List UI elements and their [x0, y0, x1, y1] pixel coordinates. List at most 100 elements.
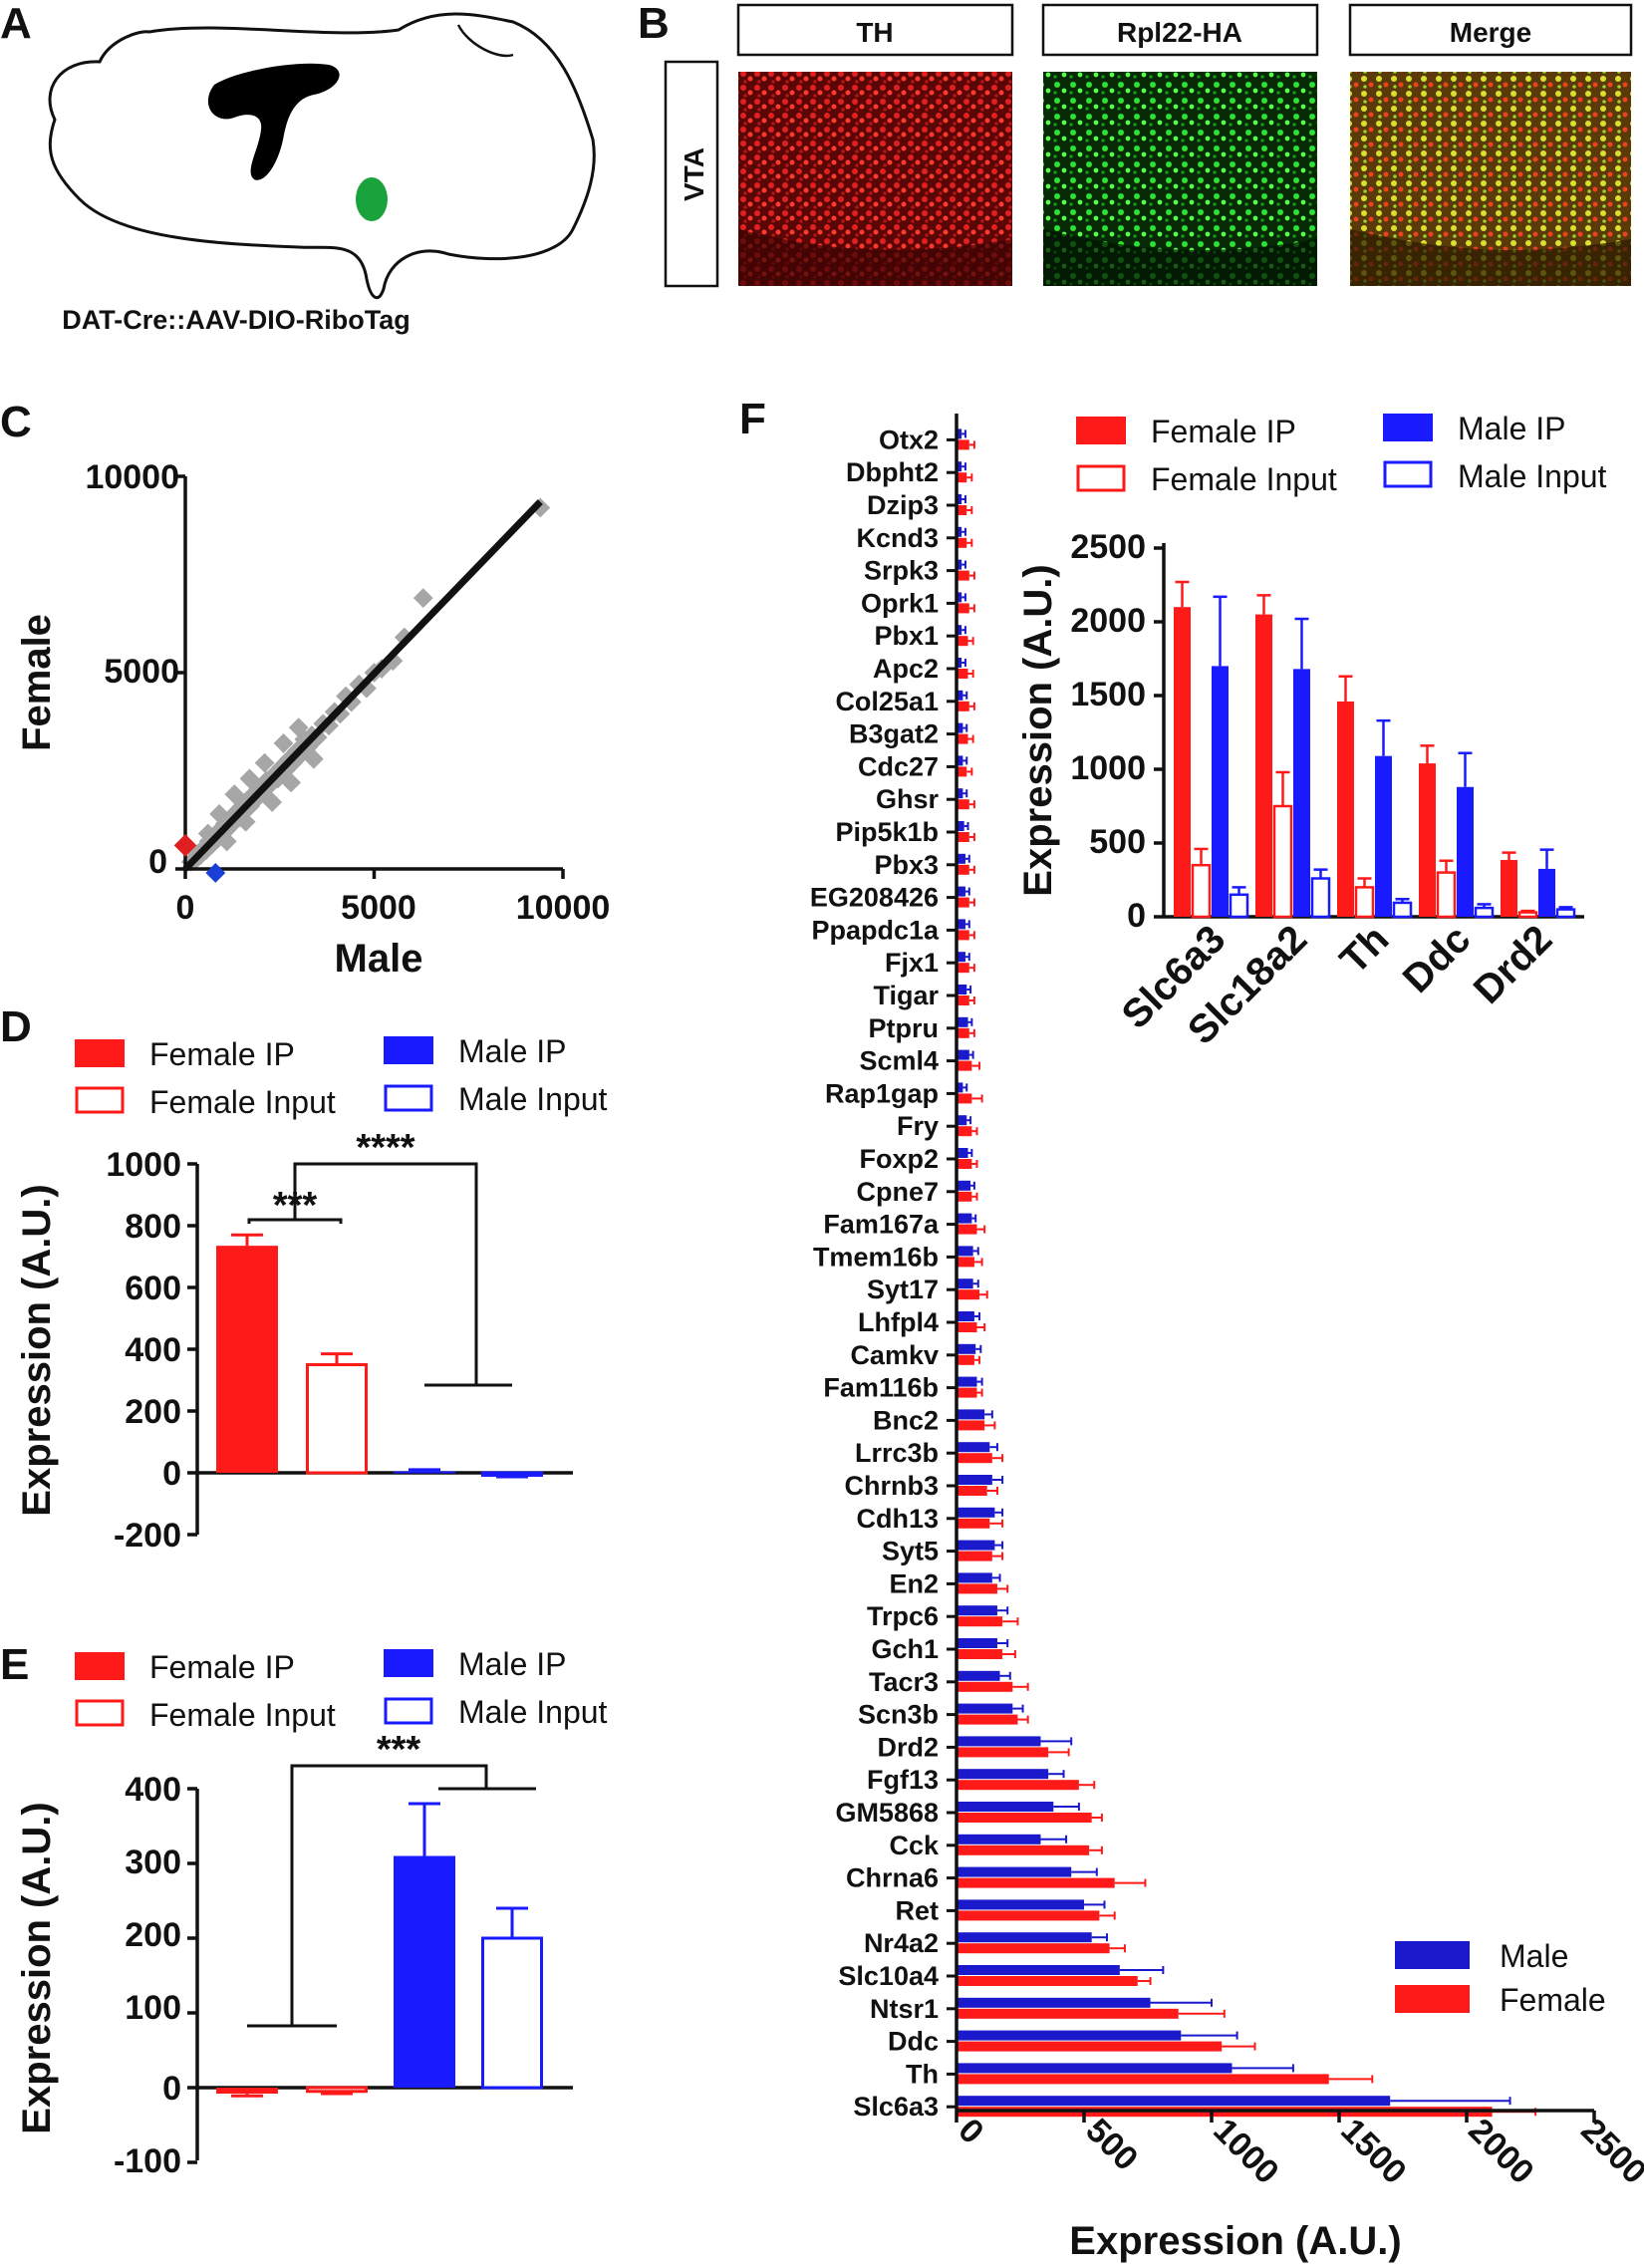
- micrograph-rpl22-shadow: [1043, 229, 1317, 286]
- bar-female-syt5: [957, 1551, 992, 1561]
- scatter-point-58: [254, 752, 275, 773]
- bar-male-scn3b: [957, 1703, 1013, 1714]
- bar-male-gm5868: [957, 1802, 1054, 1812]
- bar-male-tigar: [957, 985, 967, 994]
- gene-label-fam167a: Fam167a: [823, 1210, 940, 1240]
- bar-female-gm5868: [957, 1813, 1092, 1823]
- bar-female-dbpht2: [957, 472, 967, 483]
- e-ytick-0: 0: [162, 2070, 181, 2108]
- gene-label-fry: Fry: [897, 1111, 939, 1141]
- inset-cat-drd2: Drd2: [1466, 917, 1561, 1012]
- e-ytick-neg100: -100: [114, 2142, 181, 2180]
- bar-male-dzip3: [957, 494, 962, 504]
- gene-label-lrrc3b: Lrrc3b: [855, 1438, 939, 1468]
- bar-male-tmem16b: [957, 1246, 973, 1257]
- bar-male-oprk1: [957, 592, 962, 603]
- row-label-vta: VTA: [679, 147, 709, 201]
- c-ylabel: Female: [15, 614, 59, 751]
- bar-male-col25a1: [957, 690, 963, 701]
- e-legend: Female IP Female Input Male IP Male Inpu…: [75, 1646, 608, 1733]
- bar-male-cck: [957, 1834, 1041, 1844]
- d-ytick-neg200: -200: [114, 1517, 181, 1555]
- panel-b-label: B: [638, 0, 670, 48]
- gene-label-fjx1: Fjx1: [885, 948, 939, 978]
- bar-female-ip: [216, 2088, 278, 2094]
- panel-f: F Otx2 Dbpht2Dzip3Kcnd3Srpk3Oprk1Pbx1Apc2…: [739, 395, 1644, 2263]
- inset-bar-slc18a2-male-input: [1310, 877, 1331, 919]
- panel-e-label: E: [0, 1640, 29, 1689]
- bar-male-scml4: [957, 1049, 969, 1060]
- gene-label-en2: En2: [889, 1568, 939, 1598]
- scatter-point-59: [273, 733, 294, 753]
- gene-label-apc2: Apc2: [873, 654, 939, 684]
- inset-ytick-1500: 1500: [1070, 676, 1146, 713]
- bar-male-pip5k1b: [957, 821, 964, 831]
- inset-bar-slc18a2-female-ip: [1255, 614, 1272, 917]
- bar-female-kcnd3: [957, 537, 967, 548]
- d-sig-2: ****: [356, 1127, 414, 1169]
- bar-male-cdc27: [957, 755, 963, 766]
- inset-legend-swatch-male-input: [1383, 460, 1433, 488]
- bar-female-apc2: [957, 669, 968, 679]
- bar-male-ip: [394, 1855, 455, 2088]
- bar-male-chrna6: [957, 1866, 1072, 1877]
- inset-bar-ddc-female-input: [1436, 871, 1457, 919]
- bar-female-fry: [957, 1126, 972, 1137]
- inset-legend-male-input: Male Input: [1458, 458, 1607, 494]
- gene-label-gch1: Gch1: [871, 1634, 939, 1664]
- gene-label-cdc27: Cdc27: [858, 751, 939, 781]
- bar-male-ip: [394, 1471, 455, 1474]
- gene-label-eg208426: EG208426: [810, 883, 939, 913]
- inset-legend-female-input: Female Input: [1151, 461, 1337, 497]
- panel-d-label: D: [0, 1002, 32, 1051]
- d-legend-swatch-female-input: [75, 1086, 125, 1114]
- inset-ytick-2000: 2000: [1070, 602, 1146, 640]
- bar-female-fam167a: [957, 1224, 977, 1235]
- scatter-point-63: [262, 792, 283, 812]
- bar-male-ppapdc1a: [957, 919, 965, 930]
- scatter-point-65: [303, 748, 324, 769]
- row-label-box: [664, 60, 719, 288]
- bar-female-ppapdc1a: [957, 930, 969, 941]
- bar-male-lrrc3b: [957, 1442, 990, 1453]
- c-xtick-5000: 5000: [341, 889, 416, 927]
- bar-male-drd2: [957, 1736, 1041, 1747]
- bar-female-fgf13: [957, 1780, 1079, 1791]
- bar-female-b3gat2: [957, 733, 968, 744]
- e-ytick-marks: [187, 1787, 197, 2164]
- c-ticks: [175, 474, 565, 879]
- bar-female-nr4a2: [957, 1943, 1110, 1954]
- inset-bars: [1174, 580, 1576, 919]
- col-title-box-merge: [1348, 3, 1633, 57]
- panel-b: B VTA TH Rpl22-HA Merge: [638, 0, 1633, 288]
- gene-label-ppapdc1a: Ppapdc1a: [811, 915, 940, 945]
- f-legend-female: Female: [1500, 1982, 1606, 2018]
- gene-label-ptpru: Ptpru: [869, 1013, 940, 1043]
- bar-male-input: [481, 1936, 543, 2090]
- inset-bar-drd2-male-input: [1555, 908, 1576, 919]
- c-xtick-10000: 10000: [516, 889, 611, 927]
- bar-male-lhfpl4: [957, 1311, 974, 1321]
- gene-label-ntsr1: Ntsr1: [870, 1994, 939, 2024]
- panel-a-caption: DAT-Cre::AAV-DIO-RiboTag: [62, 305, 410, 335]
- gene-label-trpc6: Trpc6: [867, 1601, 939, 1631]
- bar-male-srpk3: [957, 559, 962, 570]
- e-ytick-300: 300: [125, 1843, 181, 1881]
- regression-line: [182, 499, 543, 872]
- bar-female-rap1gap: [957, 1093, 972, 1104]
- e-legend-female-ip: Female IP: [149, 1649, 295, 1685]
- bar-female-chrna6: [957, 1877, 1115, 1888]
- bar-female-th: [957, 2074, 1329, 2085]
- f-inset: Female IP Female Input Male IP Male Inpu…: [1016, 411, 1607, 1053]
- bar-female-camkv: [957, 1354, 974, 1365]
- bar-male-pbx1: [957, 625, 962, 636]
- inset-legend: Female IP Female Input Male IP Male Inpu…: [1076, 411, 1607, 497]
- bar-female-ntsr1: [957, 2008, 1179, 2019]
- inset-legend-swatch-female-ip: [1076, 417, 1126, 444]
- gene-label-ghsr: Ghsr: [876, 784, 940, 814]
- brain-outline: [48, 12, 596, 300]
- panel-f-label: F: [739, 395, 766, 443]
- bar-female-slc10a4: [957, 1976, 1138, 1986]
- c-ytick-5000: 5000: [104, 653, 179, 691]
- panel-e: E Female IP Female Input Male IP Male In…: [0, 1640, 608, 2180]
